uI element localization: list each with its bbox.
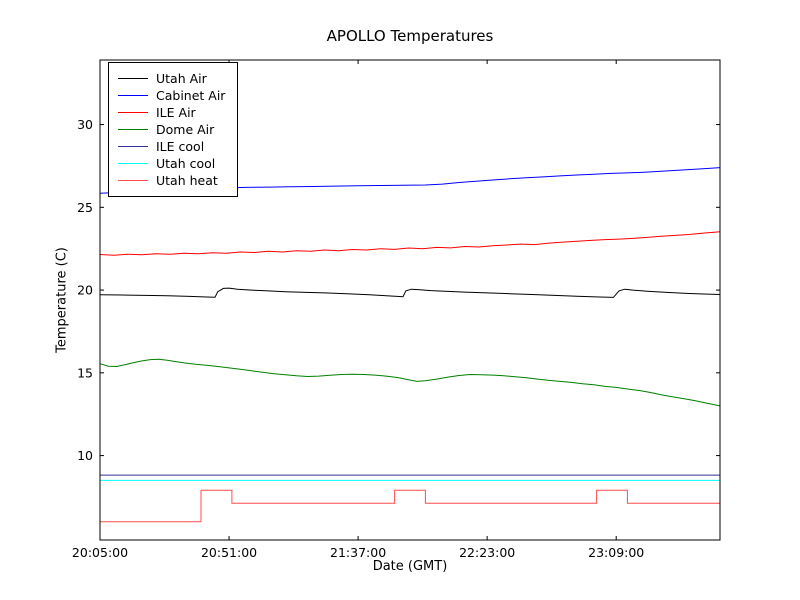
y-tick-label: 15: [77, 365, 93, 380]
legend-line-swatch: [118, 146, 148, 147]
x-tick-label: 20:51:00: [201, 545, 257, 560]
series-line-ile-air: [99, 231, 721, 256]
legend-line-swatch: [118, 78, 148, 79]
legend-item-ile-cool: ILE cool: [118, 138, 225, 155]
x-tick-label: 23:09:00: [588, 545, 644, 560]
legend-label: ILE Air: [156, 105, 196, 120]
series-line-dome-air: [99, 358, 721, 407]
legend-item-dome-air: Dome Air: [118, 121, 225, 138]
legend-line-swatch: [118, 95, 148, 96]
legend-line-swatch: [118, 163, 148, 164]
legend-label: Dome Air: [156, 122, 215, 137]
chart-title: APOLLO Temperatures: [326, 27, 494, 45]
series-line-utah-air: [99, 287, 721, 298]
legend-label: Utah Air: [156, 71, 207, 86]
x-tick-label: 22:23:00: [459, 545, 515, 560]
axes-frame: [99, 59, 721, 541]
y-tick-label: 10: [77, 448, 93, 463]
legend-label: Utah cool: [156, 156, 216, 171]
y-tick-label: 30: [77, 117, 93, 132]
legend-label: Utah heat: [156, 173, 218, 188]
legend-item-cabinet-air: Cabinet Air: [118, 87, 225, 104]
series-line-utah-heat: [100, 489, 720, 523]
legend-line-swatch: [118, 129, 148, 130]
y-tick-label: 20: [77, 283, 93, 298]
x-tick-label: 20:05:00: [72, 545, 128, 560]
x-tick-label: 21:37:00: [330, 545, 386, 560]
legend-item-utah-heat: Utah heat: [118, 172, 225, 189]
legend-item-ile-air: ILE Air: [118, 104, 225, 121]
legend: Utah Air Cabinet Air ILE Air Dome Air ILE co…: [108, 62, 239, 197]
y-tick-label: 25: [77, 200, 93, 215]
legend-label: Cabinet Air: [156, 88, 226, 103]
legend-label: ILE cool: [156, 139, 205, 154]
x-axis-label: Date (GMT): [372, 559, 448, 574]
legend-item-utah-air: Utah Air: [118, 70, 225, 87]
legend-line-swatch: [118, 112, 148, 113]
legend-item-utah-cool: Utah cool: [118, 155, 225, 172]
legend-line-swatch: [118, 180, 148, 181]
